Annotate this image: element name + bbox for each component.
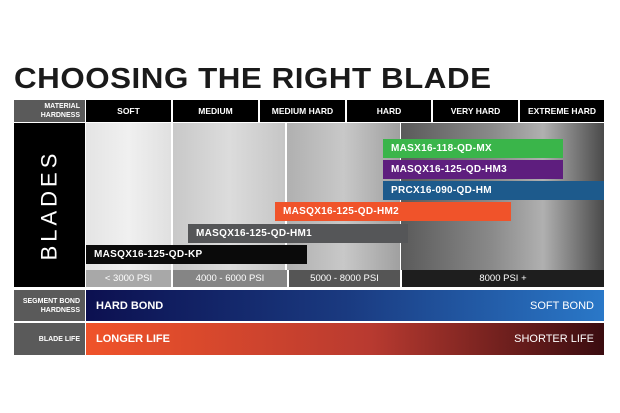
psi-hard: 8000 PSI +: [402, 270, 604, 287]
col-hard: HARD: [347, 100, 431, 122]
soft-bond-text: SOFT BOND: [530, 299, 594, 312]
col-very-hard: VERY HARD: [433, 100, 518, 122]
blades-label: BLADES: [36, 149, 62, 261]
shorter-life-text: SHORTER LIFE: [514, 333, 594, 345]
psi-soft: < 3000 PSI: [86, 270, 171, 287]
col-soft: SOFT: [86, 100, 171, 122]
blade-bar-mx: MASX16-118-QD-MX: [383, 139, 563, 158]
blades-label-panel: BLADES: [14, 123, 85, 287]
segment-bond-label: SEGMENT BOND HARDNESS: [14, 290, 85, 321]
blade-bar-kp: MASQX16-125-QD-KP: [86, 245, 307, 264]
blade-life-bar: LONGER LIFE SHORTER LIFE: [86, 323, 604, 355]
blade-bar-hm2: MASQX16-125-QD-HM2: [275, 202, 511, 221]
hard-bond-text: HARD BOND: [96, 299, 164, 312]
blade-bar-hm3: MASQX16-125-QD-HM3: [383, 160, 563, 179]
blade-life-label: BLADE LIFE: [14, 323, 85, 355]
psi-medium: 4000 - 6000 PSI: [173, 270, 287, 287]
col-extreme-hard: EXTREME HARD: [520, 100, 604, 122]
segment-bond-bar: HARD BOND SOFT BOND: [86, 290, 604, 321]
col-medium: MEDIUM: [173, 100, 258, 122]
page-title: CHOOSING THE RIGHT BLADE: [14, 63, 492, 95]
psi-medium-hard: 5000 - 8000 PSI: [289, 270, 400, 287]
blade-bar-prcx: PRCX16-090-QD-HM: [383, 181, 604, 200]
col-medium-hard: MEDIUM HARD: [260, 100, 345, 122]
longer-life-text: LONGER LIFE: [96, 333, 170, 345]
blade-bar-hm1: MASQX16-125-QD-HM1: [188, 224, 408, 243]
material-hardness-label: MATERIAL HARDNESS: [14, 100, 85, 122]
